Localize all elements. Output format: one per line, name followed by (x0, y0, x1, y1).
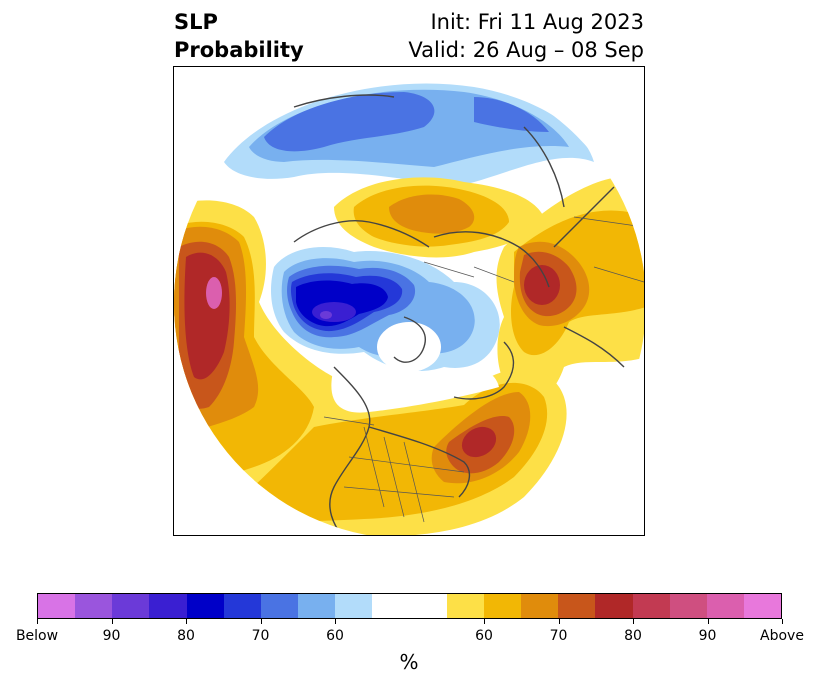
title-product: Probability (174, 38, 304, 62)
warm-region-pacific-peak (206, 277, 222, 309)
colorbar-swatch (595, 594, 633, 618)
colorbar-swatch (186, 594, 224, 618)
colorbar-tick-mark (186, 619, 187, 624)
colorbar-swatch (75, 594, 113, 618)
colorbar-tick-mark (260, 619, 262, 624)
warm-region-usa-2 (214, 382, 548, 522)
pole-neutral (377, 322, 441, 372)
init-date: Init: Fri 11 Aug 2023 (430, 10, 644, 34)
blue-region-canada-core (312, 302, 356, 322)
valid-range: Valid: 26 Aug – 08 Sep (408, 38, 644, 62)
colorbar-swatch (223, 594, 261, 618)
colorbar-tick-label: 60 (326, 628, 344, 644)
colorbar-tick-label: 90 (698, 628, 717, 644)
colorbar-tick-mark (335, 619, 336, 624)
colorbar (37, 593, 782, 619)
warm-region-atlantic-peak (461, 426, 497, 458)
colorbar-tick-label: 80 (177, 628, 195, 644)
colorbar-tick-label: 60 (475, 628, 493, 644)
colorbar-swatch (483, 594, 522, 618)
title-variable: SLP (174, 10, 218, 34)
colorbar-swatch (669, 594, 707, 618)
colorbar-swatch (335, 594, 373, 618)
colorbar-tick-mark (484, 619, 485, 624)
colorbar-tick-label: 70 (549, 628, 568, 644)
colorbar-tick-label: Below (15, 628, 59, 644)
colorbar-swatch (521, 594, 559, 618)
colorbar-tick-label: 70 (251, 628, 270, 644)
colorbar-tick-label: 80 (624, 628, 642, 644)
blue-region-top-core (264, 92, 435, 152)
coastlines (293, 94, 625, 535)
colorbar-swatch (706, 594, 744, 618)
colorbar-swatch (112, 594, 150, 618)
blue-region-canada-peak (320, 311, 332, 319)
colorbar-swatch (149, 594, 187, 618)
colorbar-tick-label: 90 (102, 628, 121, 644)
colorbar-tick-mark (37, 619, 38, 624)
colorbar-swatch (446, 594, 484, 618)
map-dates: Init: Fri 11 Aug 2023 Valid: 26 Aug – 08… (408, 8, 644, 64)
colorbar-tick-mark (111, 619, 113, 624)
map-title: SLP Probability (174, 8, 304, 64)
warm-region-siberia-3 (389, 194, 475, 234)
colorbar-tick-mark (558, 619, 560, 624)
polar-map (173, 66, 645, 536)
colorbar-tick-label: Above (760, 628, 804, 644)
borders (323, 216, 644, 523)
colorbar-tick-mark (633, 619, 634, 624)
warm-region-europe-peak (524, 265, 560, 305)
colorbar-swatch (632, 594, 670, 618)
colorbar-swatch (743, 594, 782, 618)
neutral-band (331, 367, 499, 413)
blue-region-top-core2 (474, 97, 549, 132)
colorbar-swatch (558, 594, 596, 618)
colorbar-swatch (372, 594, 410, 618)
colorbar-tick-mark (707, 619, 709, 624)
colorbar-swatch (38, 594, 76, 618)
colorbar-swatch (298, 594, 336, 618)
colorbar-swatch (260, 594, 299, 618)
colorbar-unit-label: % (399, 650, 419, 674)
colorbar-swatch (409, 594, 447, 618)
colorbar-tick-mark (782, 619, 783, 624)
probability-map-svg (174, 67, 644, 535)
